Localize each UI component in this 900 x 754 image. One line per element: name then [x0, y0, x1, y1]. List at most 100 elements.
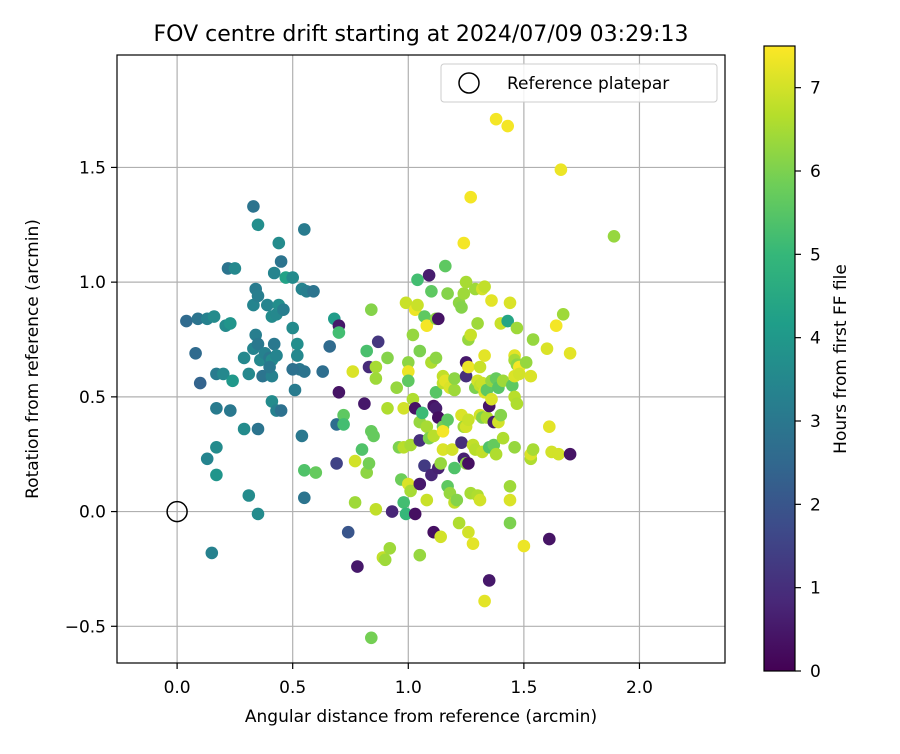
data-point [503, 493, 517, 507]
colorbar-tick-label: 4 [810, 329, 821, 349]
data-point [351, 560, 364, 573]
data-point [358, 397, 371, 411]
legend-label: Reference platepar [507, 74, 669, 94]
data-point [226, 374, 239, 388]
data-point [256, 369, 269, 383]
data-point [489, 112, 503, 126]
data-point [337, 408, 350, 422]
data-point [381, 351, 394, 365]
data-point [429, 386, 443, 399]
data-point [501, 314, 514, 328]
data-point [298, 464, 311, 477]
data-point [501, 119, 514, 133]
data-point [513, 367, 526, 381]
data-point [402, 356, 415, 369]
data-point [485, 294, 498, 307]
data-point [462, 360, 475, 374]
x-tick-label: 0.0 [164, 678, 191, 698]
data-point [452, 516, 466, 530]
data-point [462, 413, 475, 427]
data-point [332, 386, 346, 399]
data-point [367, 429, 380, 443]
data-point [298, 223, 311, 236]
data-point [471, 317, 484, 330]
data-point [478, 349, 491, 362]
data-point [267, 337, 281, 351]
colorbar-ticks: 0 1 2 3 4 5 6 7 [795, 79, 821, 682]
data-point [261, 298, 274, 312]
data-point [330, 457, 343, 470]
data-point [462, 525, 475, 539]
data-point [242, 489, 256, 502]
data-point [200, 452, 214, 466]
data-point [191, 312, 205, 326]
data-point [485, 392, 498, 406]
data-point [210, 402, 223, 415]
legend-reference-marker [458, 72, 480, 94]
data-point [207, 310, 221, 323]
y-tick-label: −0.5 [65, 617, 106, 637]
data-point [510, 397, 524, 411]
data-point [434, 530, 448, 544]
data-point [411, 273, 424, 287]
data-point [427, 429, 441, 443]
data-point [237, 351, 251, 365]
x-tick-label: 2.0 [626, 678, 653, 698]
data-point [464, 190, 478, 204]
data-point [365, 631, 378, 645]
data-point [420, 420, 434, 434]
data-point [466, 537, 480, 550]
data-point [217, 367, 230, 381]
data-point [563, 347, 577, 360]
data-point [247, 200, 260, 213]
data-point [369, 503, 383, 516]
data-point [399, 507, 413, 521]
data-point [369, 360, 383, 374]
data-point [270, 349, 283, 362]
colorbar-tick-label: 7 [810, 79, 821, 99]
data-point [455, 436, 468, 450]
plot-frame [116, 54, 726, 664]
data-point [459, 275, 473, 289]
data-point [418, 459, 431, 473]
legend-box [440, 63, 718, 103]
x-tick-label: 1.5 [510, 678, 537, 698]
data-point [348, 454, 362, 468]
data-point [543, 420, 556, 434]
reference-marker-group [166, 500, 188, 523]
data-point [242, 367, 256, 381]
colorbar-tick-label: 1 [810, 579, 821, 599]
data-point [369, 372, 383, 385]
data-point [316, 365, 330, 378]
data-point [478, 594, 491, 608]
data-point [365, 303, 378, 317]
data-point [482, 574, 496, 587]
data-point [415, 406, 429, 420]
data-point [408, 507, 422, 521]
data-point [346, 365, 360, 378]
data-point [519, 356, 533, 369]
data-point [439, 259, 452, 273]
y-tick-label: 1.5 [79, 158, 106, 178]
data-point [381, 402, 394, 415]
data-point [332, 326, 346, 339]
data-point [205, 546, 219, 560]
data-point [411, 298, 424, 312]
data-point [448, 383, 461, 397]
data-point [267, 266, 281, 280]
reference-platepar-marker [166, 500, 188, 523]
data-point [298, 491, 311, 505]
data-point [448, 461, 461, 475]
data-point [413, 477, 427, 491]
data-point [402, 374, 415, 388]
data-point [180, 314, 193, 328]
grid [117, 55, 725, 663]
data-point [517, 539, 531, 553]
x-axis-ticks: 0.0 0.5 1.0 1.5 2.0 [164, 663, 653, 698]
data-point [457, 287, 471, 300]
data-point [526, 333, 540, 346]
data-point [413, 344, 427, 358]
data-point [360, 344, 374, 358]
data-point [291, 337, 304, 351]
data-point [420, 319, 434, 333]
